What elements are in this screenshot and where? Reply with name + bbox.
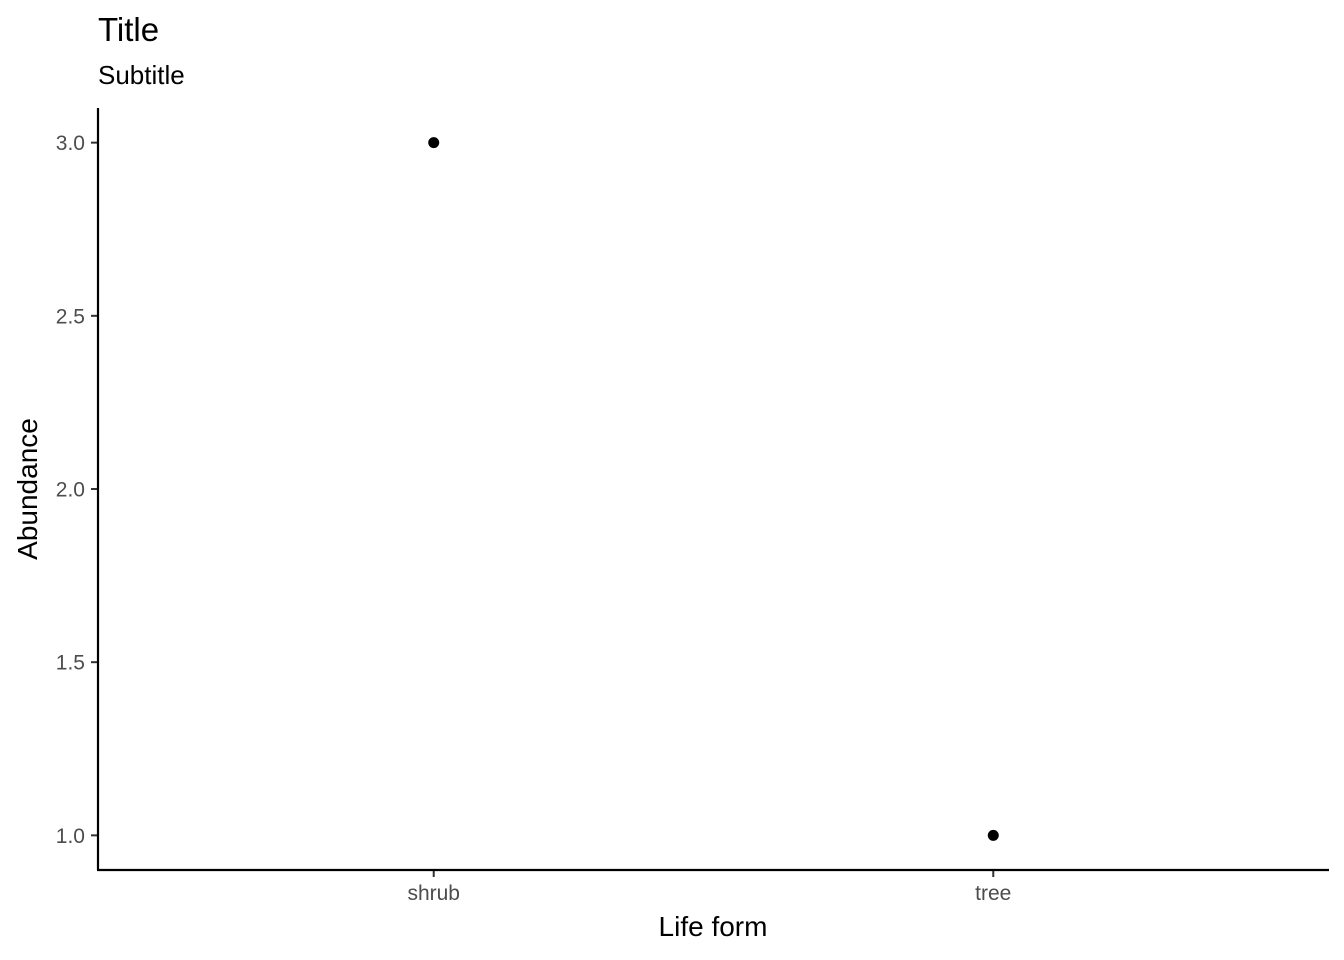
y-tick-label: 1.5: [56, 652, 85, 675]
data-points: [428, 137, 999, 841]
y-tick-label: 2.5: [56, 305, 85, 328]
data-point-tree: [987, 829, 999, 841]
chart-subtitle: Subtitle: [98, 60, 185, 90]
y-tick-label: 1.0: [56, 825, 85, 848]
x-tick-label-tree: tree: [975, 882, 1011, 905]
y-axis-ticks: 1.0 1.5 2.0 2.5 3.0: [56, 132, 98, 848]
x-axis-ticks: shrub tree: [407, 870, 1011, 905]
x-tick-label-shrub: shrub: [407, 882, 460, 905]
y-tick-label: 2.0: [56, 479, 85, 502]
x-axis-title: Life form: [659, 911, 768, 942]
y-tick-label: 3.0: [56, 132, 85, 155]
y-axis-title: Abundance: [12, 418, 43, 560]
chart-title: Title: [98, 11, 159, 48]
data-point-shrub: [428, 137, 440, 149]
